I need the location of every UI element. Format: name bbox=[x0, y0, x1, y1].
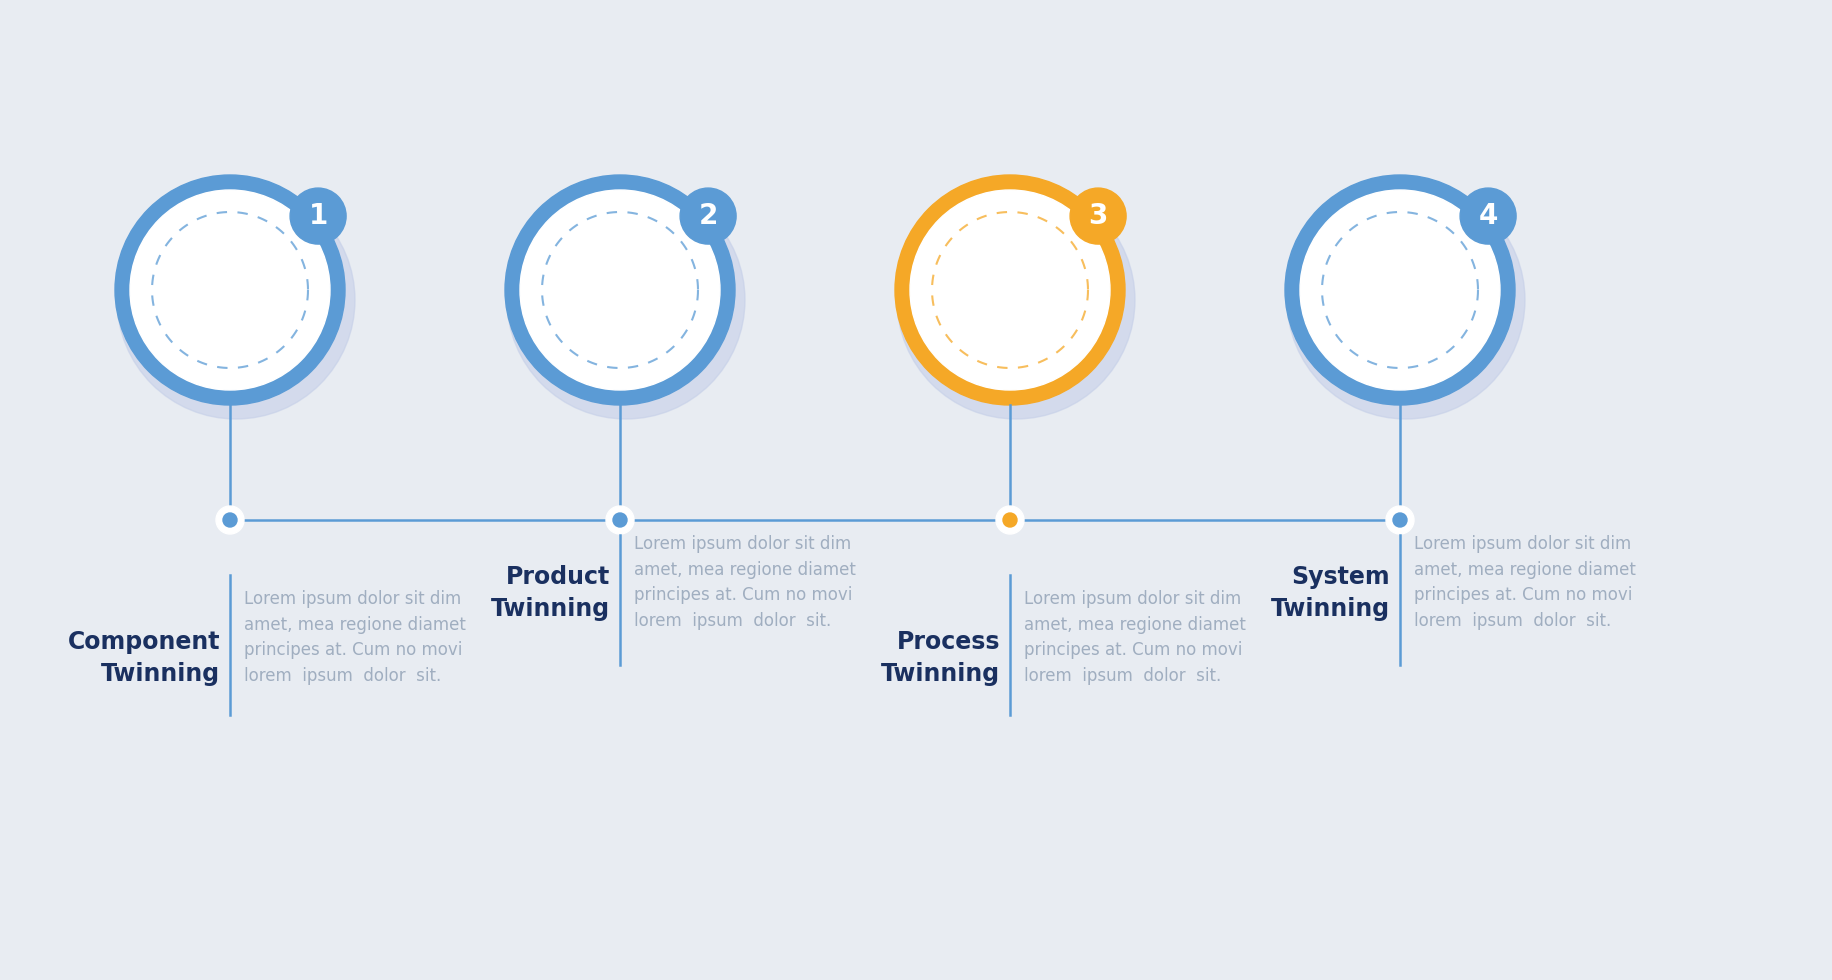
Text: Lorem ipsum dolor sit dim
amet, mea regione diamet
principes at. Cum no movi
lor: Lorem ipsum dolor sit dim amet, mea regi… bbox=[1024, 590, 1246, 685]
Circle shape bbox=[1002, 513, 1017, 527]
Circle shape bbox=[680, 188, 736, 244]
Circle shape bbox=[1301, 190, 1500, 390]
Text: System
Twinning: System Twinning bbox=[1271, 565, 1390, 620]
Circle shape bbox=[224, 513, 236, 527]
Circle shape bbox=[216, 506, 244, 534]
Text: 2: 2 bbox=[698, 202, 718, 230]
Circle shape bbox=[130, 190, 330, 390]
Text: Product
Twinning: Product Twinning bbox=[491, 565, 610, 620]
Circle shape bbox=[507, 181, 746, 419]
Circle shape bbox=[911, 190, 1110, 390]
Text: Lorem ipsum dolor sit dim
amet, mea regione diamet
principes at. Cum no movi
lor: Lorem ipsum dolor sit dim amet, mea regi… bbox=[244, 590, 465, 685]
Circle shape bbox=[117, 181, 355, 419]
Text: Process
Twinning: Process Twinning bbox=[881, 630, 1000, 686]
Circle shape bbox=[898, 181, 1136, 419]
Circle shape bbox=[1070, 188, 1127, 244]
Circle shape bbox=[606, 506, 634, 534]
Circle shape bbox=[614, 513, 627, 527]
Circle shape bbox=[1284, 175, 1515, 405]
Circle shape bbox=[1288, 181, 1524, 419]
Circle shape bbox=[997, 506, 1024, 534]
Text: 3: 3 bbox=[1088, 202, 1108, 230]
Text: 4: 4 bbox=[1478, 202, 1499, 230]
Text: Lorem ipsum dolor sit dim
amet, mea regione diamet
principes at. Cum no movi
lor: Lorem ipsum dolor sit dim amet, mea regi… bbox=[634, 535, 856, 630]
Circle shape bbox=[1392, 513, 1407, 527]
Text: Lorem ipsum dolor sit dim
amet, mea regione diamet
principes at. Cum no movi
lor: Lorem ipsum dolor sit dim amet, mea regi… bbox=[1414, 535, 1636, 630]
Circle shape bbox=[1387, 506, 1414, 534]
Circle shape bbox=[1460, 188, 1517, 244]
Text: 1: 1 bbox=[308, 202, 328, 230]
Circle shape bbox=[506, 175, 735, 405]
Circle shape bbox=[289, 188, 346, 244]
Circle shape bbox=[115, 175, 344, 405]
Text: Component
Twinning: Component Twinning bbox=[68, 630, 220, 686]
Circle shape bbox=[520, 190, 720, 390]
Circle shape bbox=[896, 175, 1125, 405]
